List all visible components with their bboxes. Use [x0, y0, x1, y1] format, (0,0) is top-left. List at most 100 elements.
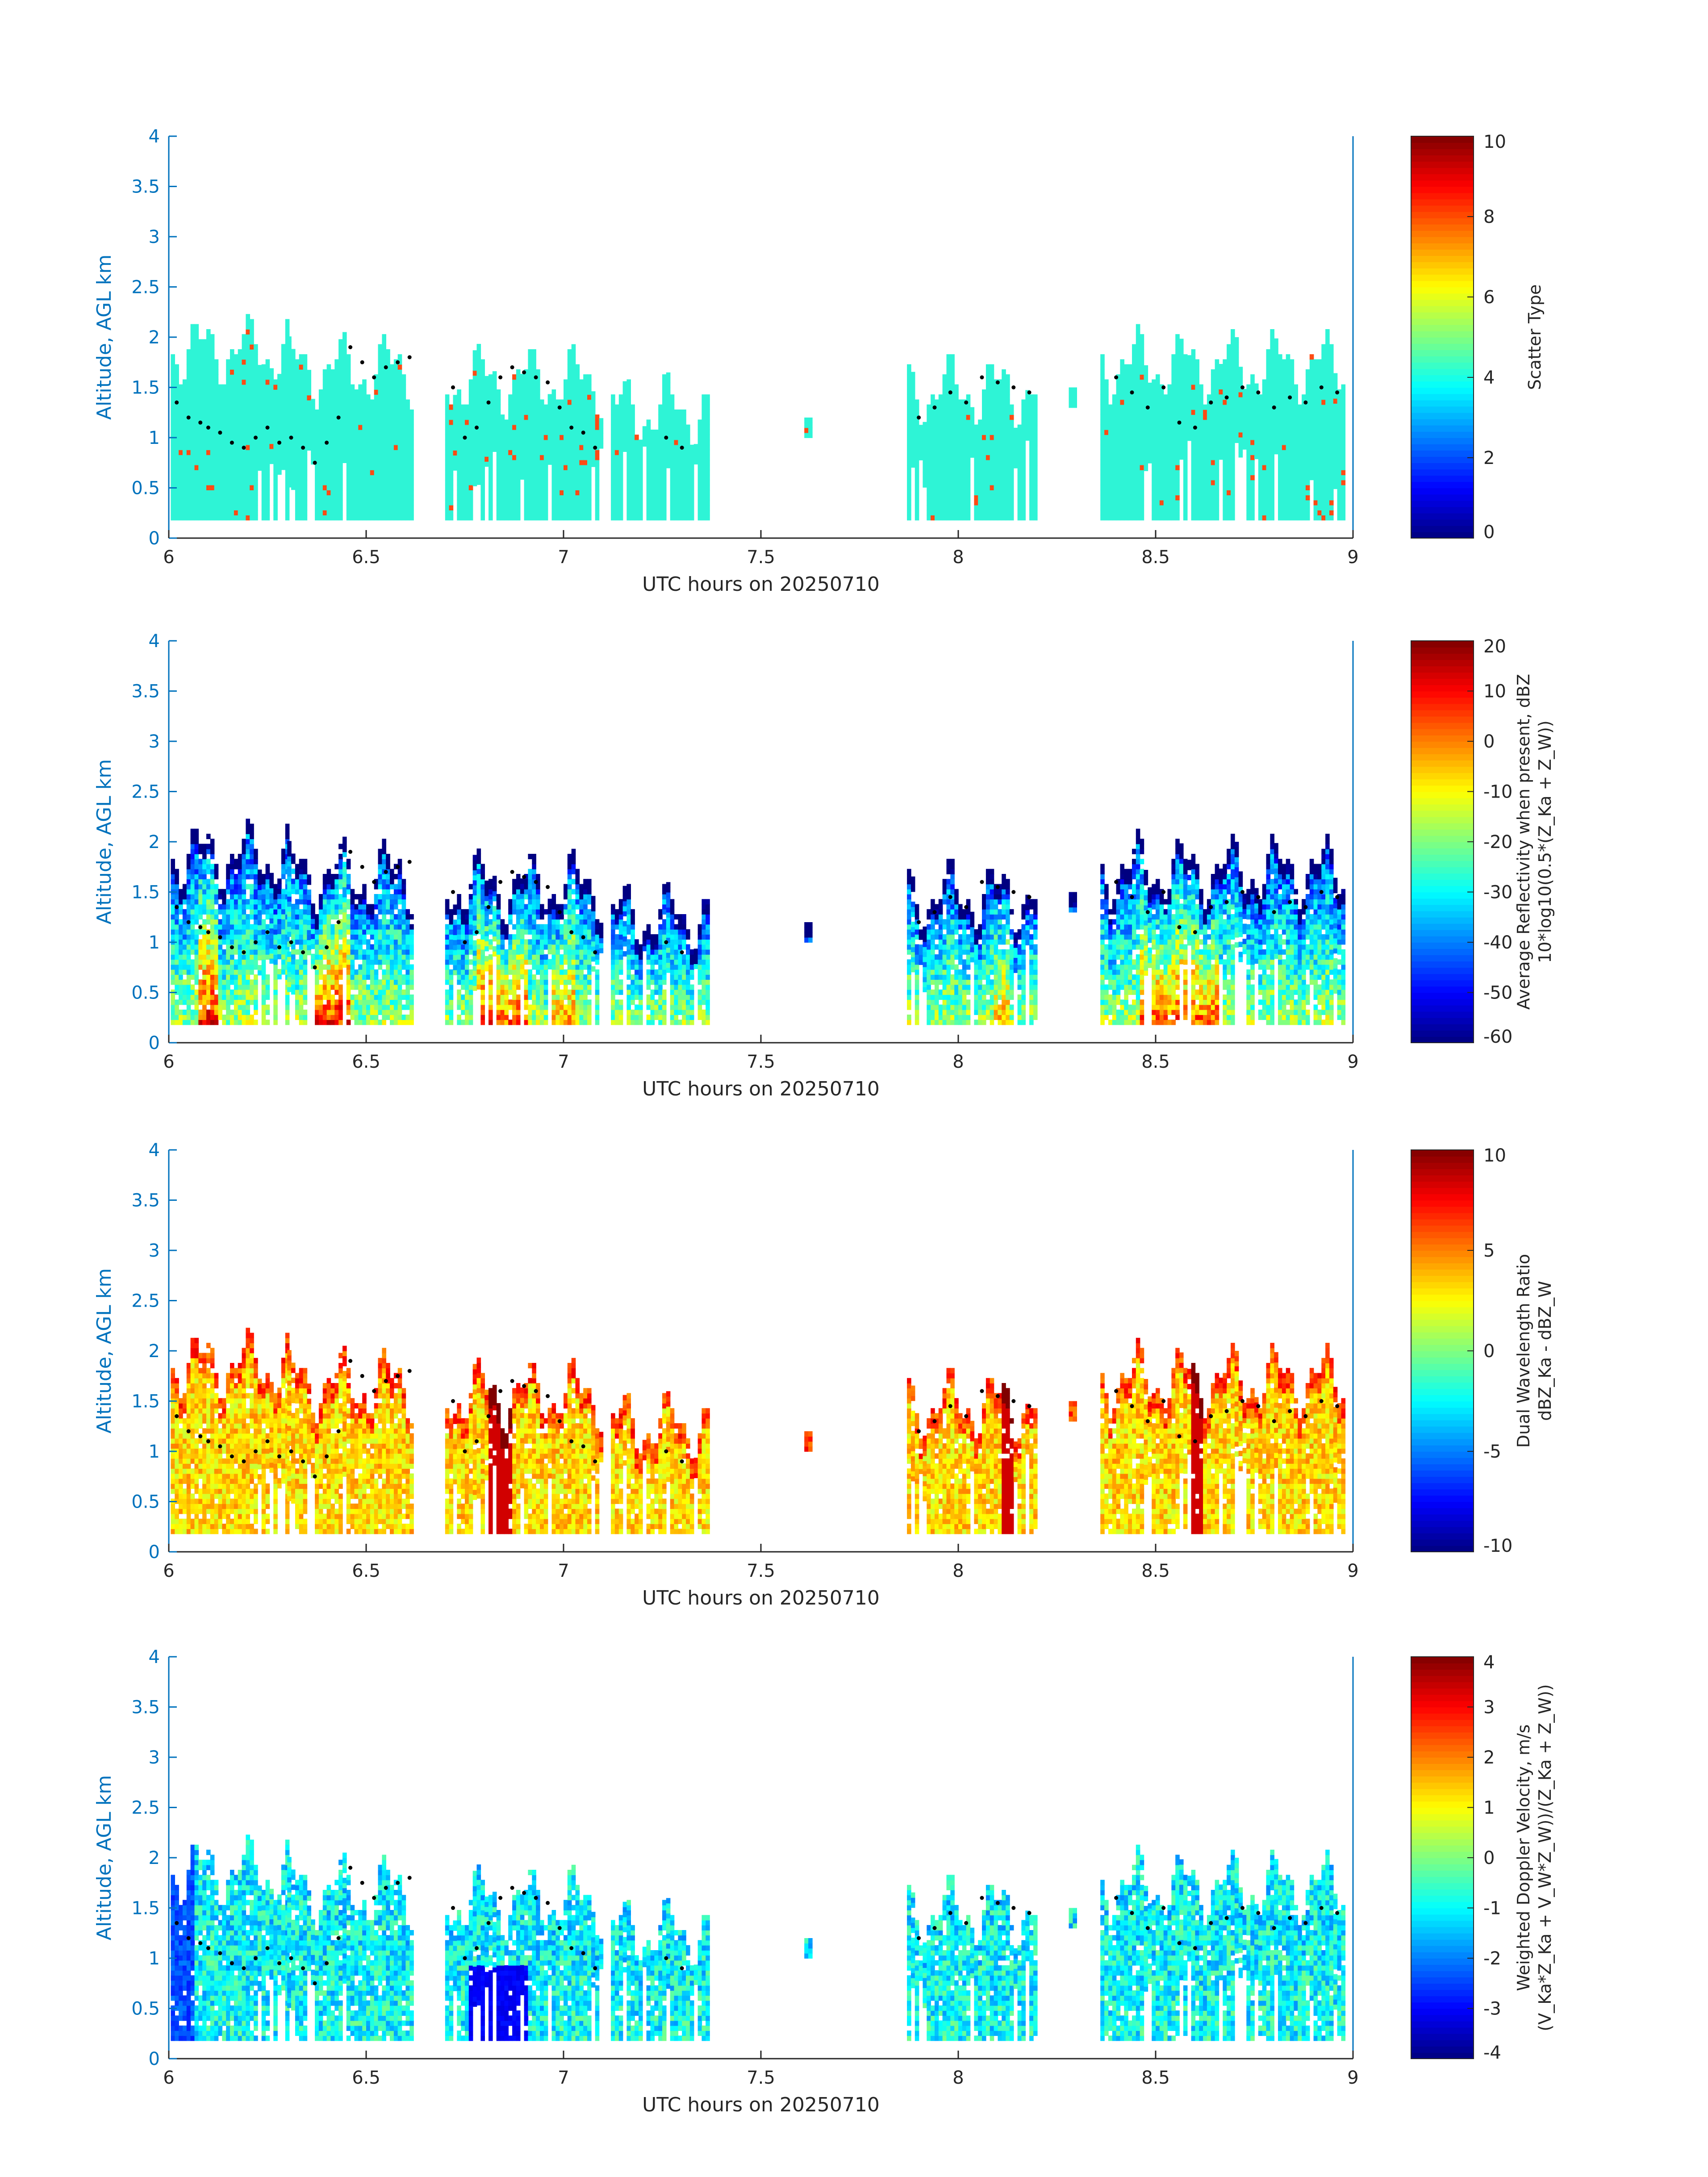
heatmap-cell: [564, 460, 568, 465]
heatmap-cell: [182, 389, 187, 395]
heatmap-cell: [950, 450, 955, 455]
heatmap-cell: [520, 439, 525, 445]
heatmap-cell: [532, 349, 536, 355]
heatmap-cell: [295, 435, 300, 440]
heatmap-cell: [1156, 464, 1160, 470]
heatmap-cell: [194, 359, 199, 365]
heatmap-cell: [646, 475, 651, 481]
heatmap-cell: [322, 460, 327, 465]
heatmap-cell: [405, 424, 410, 430]
heatmap-cell: [595, 485, 600, 490]
heatmap-cell: [646, 424, 651, 430]
heatmap-cell: [1203, 495, 1207, 501]
heatmap-cell: [449, 439, 454, 445]
heatmap-cell: [994, 470, 998, 476]
heatmap-cell: [1100, 354, 1105, 360]
heatmap-cell: [226, 485, 230, 490]
heatmap-cell: [214, 419, 219, 425]
heatmap-cell: [516, 430, 521, 435]
heatmap-cell: [1144, 380, 1148, 386]
heatmap-cell: [631, 455, 635, 460]
heatmap-cell: [579, 389, 584, 395]
heatmap-cell: [1002, 394, 1006, 400]
heatmap-cell: [504, 505, 509, 510]
heatmap-cell: [551, 450, 556, 455]
heatmap-cell: [246, 329, 250, 335]
heatmap-cell: [445, 500, 450, 506]
heatmap-cell: [242, 470, 246, 476]
heatmap-cell: [362, 384, 367, 390]
heatmap-cell: [560, 460, 564, 465]
heatmap-cell: [1175, 475, 1180, 481]
heatmap-cell: [242, 430, 246, 435]
heatmap-cell: [1100, 505, 1105, 510]
heatmap-cell: [234, 515, 238, 521]
heatmap-cell: [1175, 409, 1180, 415]
heatmap-cell: [390, 379, 394, 385]
heatmap-cell: [277, 434, 282, 440]
heatmap-cell: [265, 359, 270, 365]
heatmap-cell: [674, 450, 679, 455]
heatmap-cell: [1211, 419, 1215, 425]
heatmap-cell: [234, 470, 238, 476]
heatmap-cell: [639, 500, 643, 506]
heatmap-cell: [1136, 414, 1140, 420]
heatmap-cell: [1171, 424, 1176, 430]
heatmap-cell: [658, 500, 663, 506]
heatmap-cell: [307, 375, 311, 380]
heatmap-cell: [575, 430, 580, 435]
heatmap-cell: [378, 475, 383, 481]
heatmap-cell: [682, 510, 686, 516]
heatmap-cell: [401, 464, 406, 470]
heatmap-cell: [1191, 389, 1196, 395]
heatmap-cell: [1033, 439, 1038, 445]
heatmap-cell: [1171, 455, 1176, 460]
heatmap-cell: [587, 444, 592, 450]
heatmap-cell: [362, 515, 367, 521]
heatmap-cell: [1021, 450, 1026, 455]
heatmap-cell: [927, 439, 931, 445]
heatmap-cell: [1175, 455, 1180, 460]
heatmap-cell: [1179, 449, 1184, 455]
heatmap-cell: [218, 435, 223, 440]
heatmap-cell: [1175, 414, 1180, 420]
heatmap-cell: [591, 416, 596, 422]
heatmap-cell: [1132, 485, 1136, 490]
heatmap-cell: [303, 374, 308, 380]
heatmap-cell: [962, 490, 967, 496]
heatmap-cell: [366, 419, 371, 425]
heatmap-cell: [393, 384, 398, 390]
heatmap-cell: [990, 430, 994, 435]
heatmap-cell: [1156, 450, 1160, 455]
heatmap-cell: [942, 490, 947, 496]
heatmap-cell: [614, 450, 619, 455]
heatmap-cell: [938, 430, 943, 435]
heatmap-cell: [465, 409, 469, 415]
heatmap-cell: [350, 414, 355, 420]
heatmap-cell: [564, 444, 568, 450]
heatmap-cell: [1009, 515, 1014, 521]
heatmap-cell: [543, 475, 548, 481]
heatmap-cell: [291, 485, 296, 490]
heatmap-cell: [1025, 405, 1030, 411]
heatmap-cell: [210, 369, 215, 375]
heatmap-cell: [1152, 480, 1156, 485]
heatmap-cell: [1108, 505, 1113, 510]
heatmap-cell: [1140, 435, 1144, 440]
heatmap-cell: [175, 515, 179, 521]
heatmap-cell: [457, 470, 461, 476]
heatmap-cell: [990, 399, 994, 405]
heatmap-cell: [611, 515, 615, 521]
heatmap-cell: [618, 430, 623, 435]
heatmap-cell: [579, 460, 584, 465]
heatmap-cell: [496, 389, 501, 395]
heatmap-cell: [273, 389, 278, 395]
heatmap-cell: [382, 369, 386, 375]
heatmap-cell: [461, 500, 465, 506]
heatmap-cell: [1002, 369, 1006, 375]
heatmap-cell: [1124, 510, 1128, 516]
heatmap-cell: [281, 439, 286, 445]
heatmap-cell: [583, 435, 588, 440]
heatmap-cell: [1171, 430, 1176, 435]
heatmap-cell: [218, 460, 223, 465]
